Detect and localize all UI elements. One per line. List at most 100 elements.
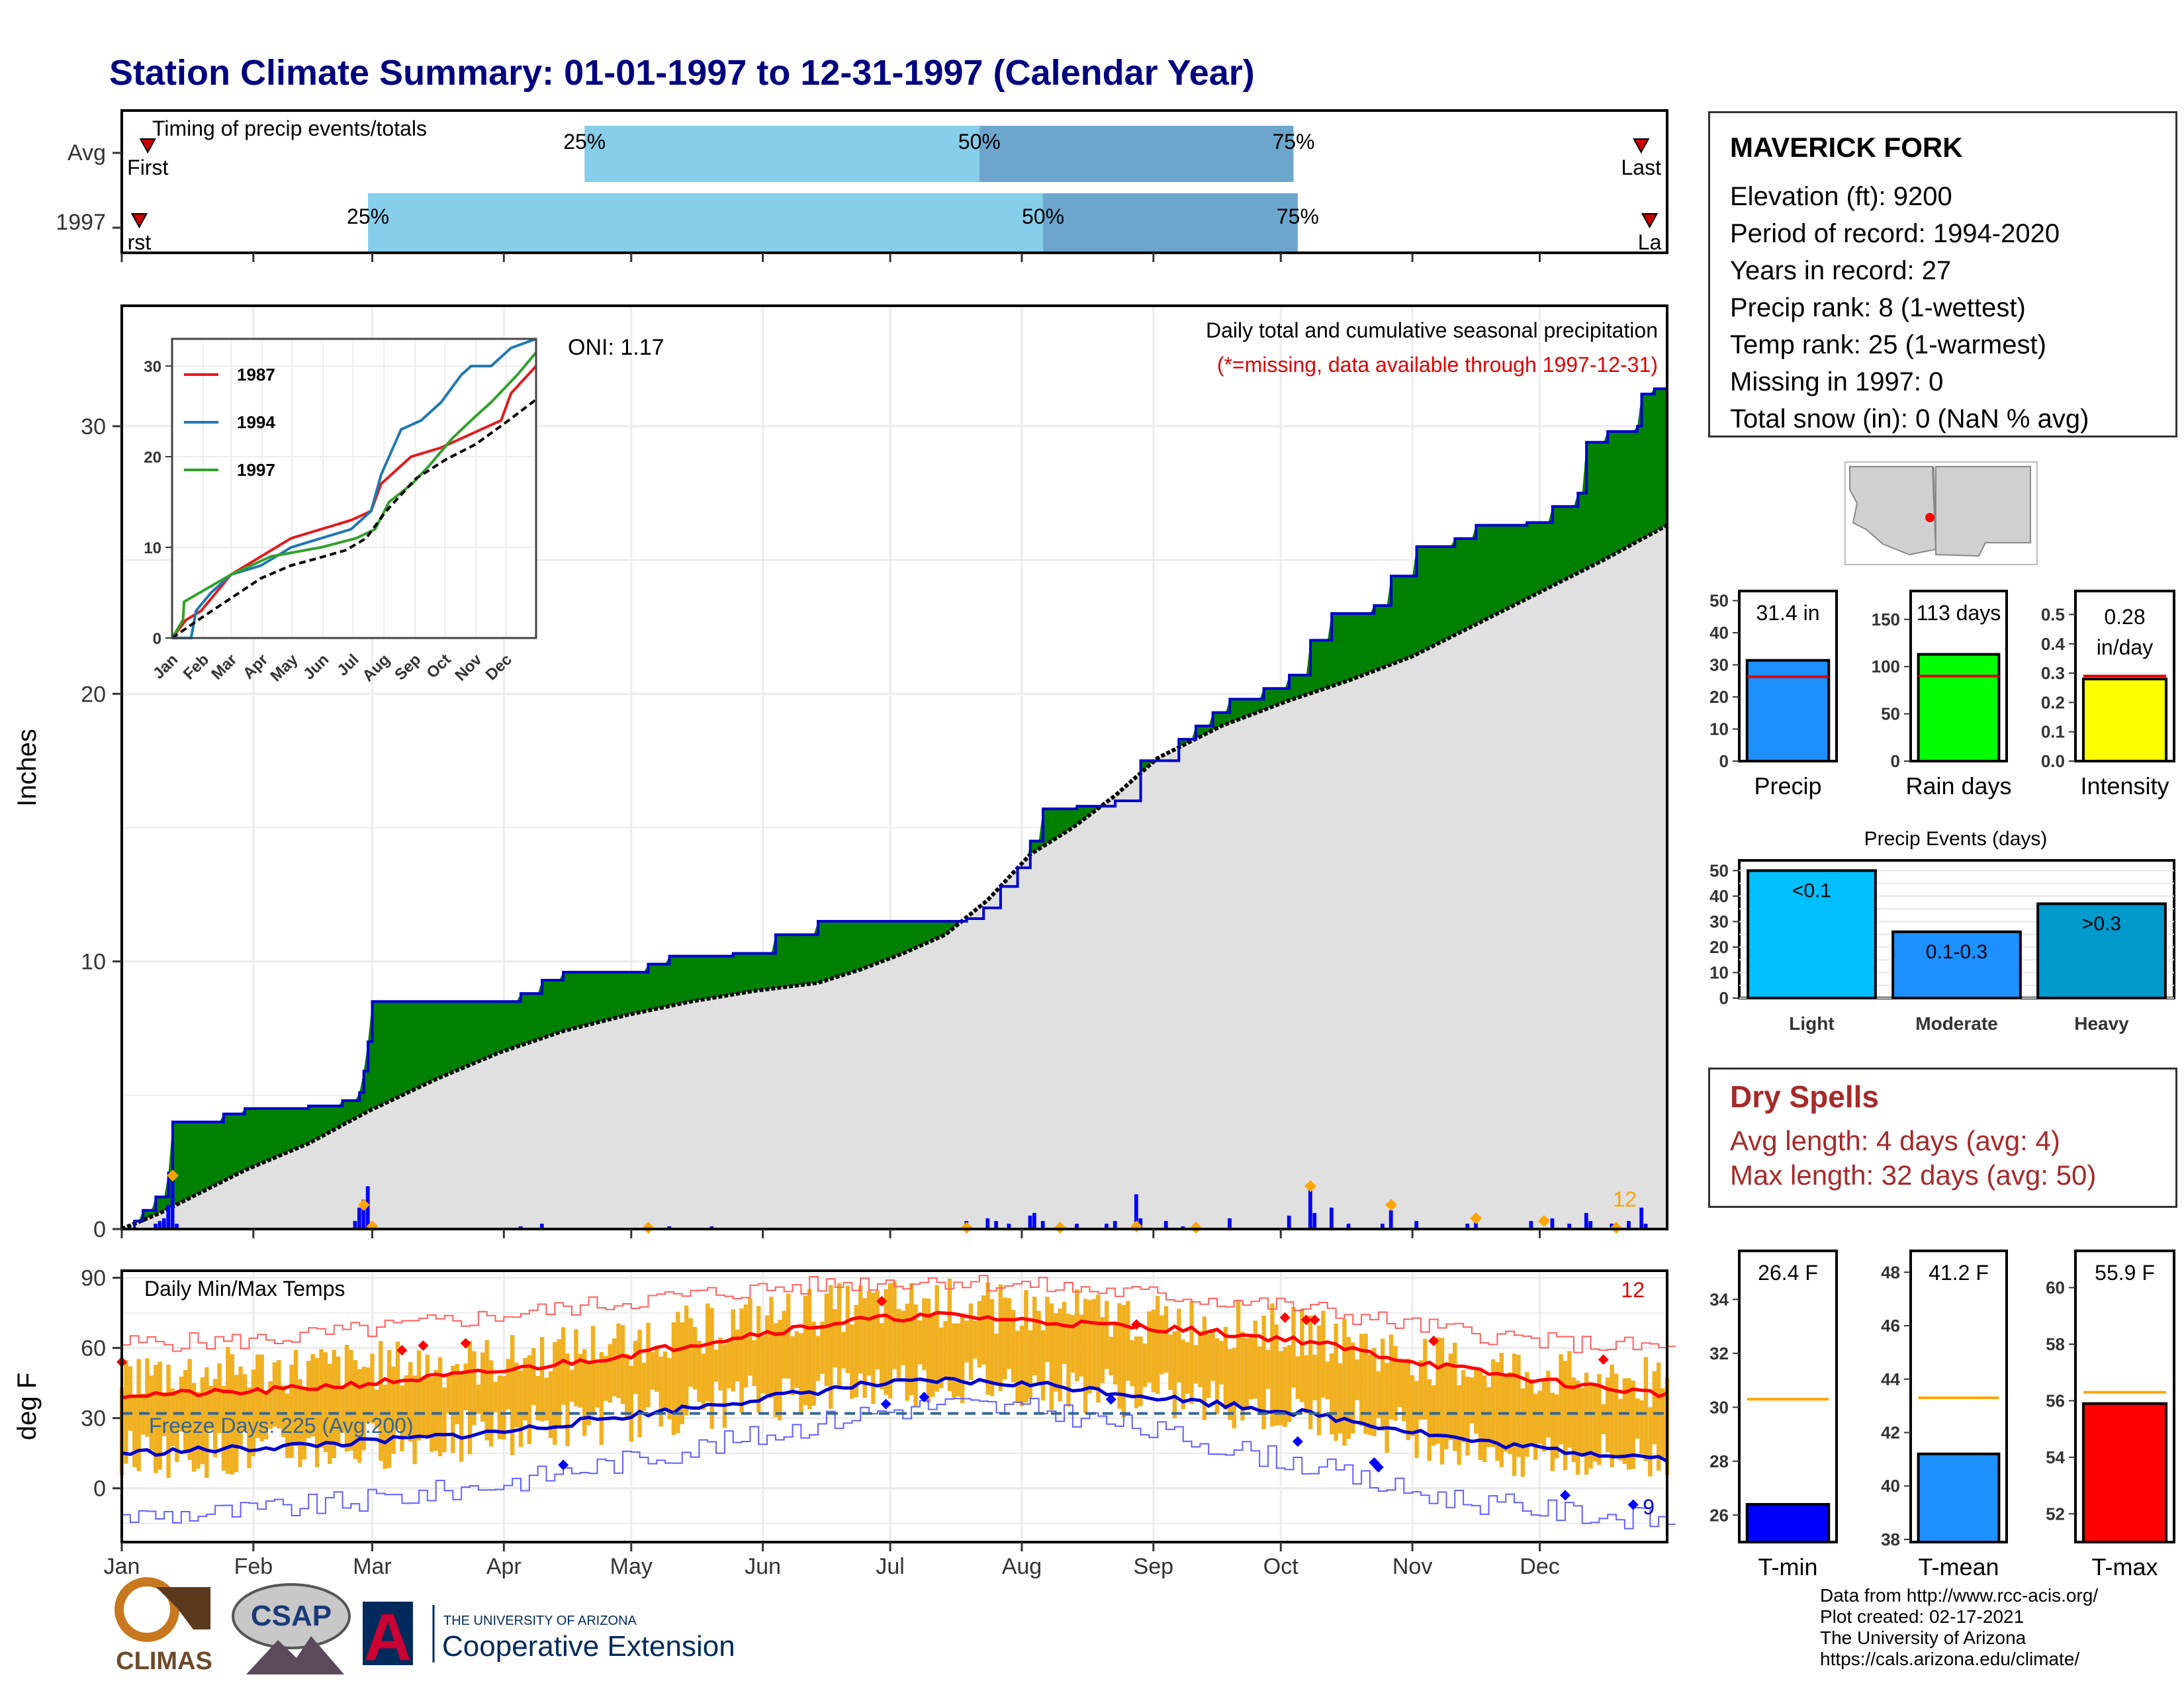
daily-temp-range-bar (1151, 1309, 1156, 1393)
daily-temp-range-bar (1516, 1354, 1521, 1457)
daily-temp-range-bar (1418, 1360, 1424, 1420)
daily-temp-range-bar (586, 1360, 591, 1426)
daily-temp-range-bar (370, 1353, 375, 1424)
daily-temp-range-bar (544, 1377, 549, 1421)
daily-precip-bar (1105, 1223, 1109, 1229)
daily-temp-range-bar (1567, 1351, 1572, 1448)
record-low-marker (1560, 1490, 1571, 1501)
temp-frame (120, 1269, 1668, 1543)
temp-y-tick-label: 0 (93, 1477, 106, 1502)
daily-temp-range-bar (191, 1383, 197, 1472)
logos: CLIMAS CSAP A THE UNIVERSITY OF ARIZONA … (114, 1577, 735, 1675)
mini-y-tick-label: 0.0 (2041, 751, 2065, 771)
inset-y-tick-label: 20 (144, 449, 161, 467)
daily-precip-bar (1550, 1218, 1555, 1229)
mini-y-tick-label: 44 (1881, 1369, 1900, 1389)
csap-cloud (232, 1583, 351, 1649)
daily-temp-range-bar (1414, 1381, 1419, 1459)
mini-value-label: 0.28 (2104, 605, 2145, 629)
mini-y-tick-label: 46 (1881, 1316, 1900, 1336)
record-high-line (122, 1275, 1676, 1353)
daily-temp-range-bar (1295, 1356, 1300, 1399)
daily-temp-range-bar (1279, 1351, 1283, 1426)
daily-precip-bar (1584, 1212, 1588, 1229)
daily-temp-range-bar (824, 1293, 829, 1386)
daily-precip-marker (1610, 1221, 1623, 1234)
mini-chart-title: T-mean (1918, 1553, 1999, 1580)
daily-precip-bar (353, 1220, 357, 1229)
credit-line: The University of Arizona (1820, 1627, 2026, 1648)
daily-temp-range-bar (582, 1349, 587, 1436)
temp-title: Daily Min/Max Temps (144, 1277, 345, 1301)
daily-precip-bar (1465, 1223, 1470, 1229)
month-tick-label: Apr (486, 1554, 522, 1579)
timing-last-label: La (1638, 230, 1662, 254)
daily-temp-range-bar (1210, 1331, 1215, 1381)
daily-temp-range-bar (858, 1285, 863, 1374)
daily-temp-range-bar (871, 1293, 876, 1404)
daily-temp-range-bar (361, 1366, 366, 1451)
daily-temp-range-bar (1363, 1334, 1368, 1434)
month-tick-label: May (610, 1554, 653, 1579)
daily-temp-range-bar (1032, 1297, 1037, 1376)
daily-temp-range-bar (735, 1329, 740, 1382)
daily-temp-range-bar (1240, 1332, 1245, 1421)
daily-temp-range-bar (1656, 1362, 1661, 1471)
daily-temp-range-bar (667, 1358, 672, 1420)
daily-temp-range-bar (901, 1310, 905, 1365)
daily-temp-range-bar (395, 1342, 400, 1430)
precip-annotation-right: 12 (1613, 1187, 1637, 1211)
daily-temp-range-bar (425, 1354, 430, 1438)
daily-precip-bar (1032, 1212, 1036, 1229)
timing-row-label-avg: Avg (68, 140, 106, 165)
daily-temp-range-bar (1639, 1400, 1644, 1454)
daily-precip-bar (1138, 1218, 1143, 1229)
events-bar-label: <0.1 (1792, 880, 1831, 901)
daily-temp-range-bar (671, 1322, 676, 1436)
daily-precip-bar (161, 1218, 166, 1229)
daily-temp-range-bar (433, 1370, 438, 1451)
events-y-tick-label: 10 (1709, 962, 1729, 982)
events-bar (2036, 902, 2167, 999)
station-name: MAVERICK FORK (1730, 132, 1963, 163)
daily-precip-bar (1308, 1189, 1312, 1229)
daily-temp-range-bar (1495, 1362, 1500, 1461)
daily-temp-range-bar (1453, 1342, 1457, 1451)
daily-temp-range-bar (1304, 1355, 1308, 1414)
mini-y-tick-label: 32 (1709, 1344, 1729, 1363)
daily-temp-range-bar (421, 1377, 426, 1438)
record-low-marker (1292, 1436, 1303, 1447)
dry-spells-title: Dry Spells (1730, 1079, 1879, 1114)
daily-temp-range-bar (845, 1285, 850, 1373)
dry-spells-max: Max length: 32 days (avg: 50) (1730, 1160, 2097, 1191)
daily-temp-range-bar (561, 1327, 566, 1405)
daily-temp-range-bar (205, 1367, 209, 1479)
precip-title: Daily total and cumulative seasonal prec… (1206, 318, 1658, 342)
daily-temp-range-bar (1007, 1298, 1011, 1369)
temp-plot-area (116, 1275, 1676, 1530)
station-elevation: Elevation (ft): 9200 (1730, 182, 1952, 211)
daily-temp-range-bar (748, 1298, 752, 1376)
daily-temp-range-bar (981, 1295, 986, 1365)
mini-y-tick-label: 0 (1891, 751, 1900, 771)
daily-temp-range-bar (977, 1301, 981, 1368)
daily-temp-range-bar (124, 1360, 128, 1464)
daily-temp-range-bar (688, 1318, 693, 1387)
daily-temp-range-bar (1321, 1310, 1326, 1398)
daily-temp-range-bar (416, 1350, 422, 1441)
daily-precip-bar (1588, 1220, 1593, 1229)
daily-temp-range-bar (926, 1298, 931, 1403)
daily-temp-range-bar (548, 1371, 553, 1438)
daily-temp-range-bar (1427, 1379, 1432, 1461)
station-precip-rank: Precip rank: 8 (1-wettest) (1730, 293, 2026, 322)
precip-y-tick-label: 20 (81, 682, 106, 707)
daily-precip-marker (1537, 1214, 1550, 1227)
temp-y-axis-label: deg F (13, 1373, 42, 1440)
precip-y-tick-label: 10 (81, 950, 106, 975)
daily-temp-range-bar (1040, 1330, 1046, 1401)
daily-temp-range-bar (1381, 1338, 1385, 1431)
mini-y-tick-label: 58 (2046, 1334, 2065, 1354)
daily-temp-range-bar (1520, 1388, 1525, 1477)
mini-y-tick-label: 0.2 (2041, 692, 2065, 712)
daily-temp-range-bar (1393, 1346, 1398, 1421)
